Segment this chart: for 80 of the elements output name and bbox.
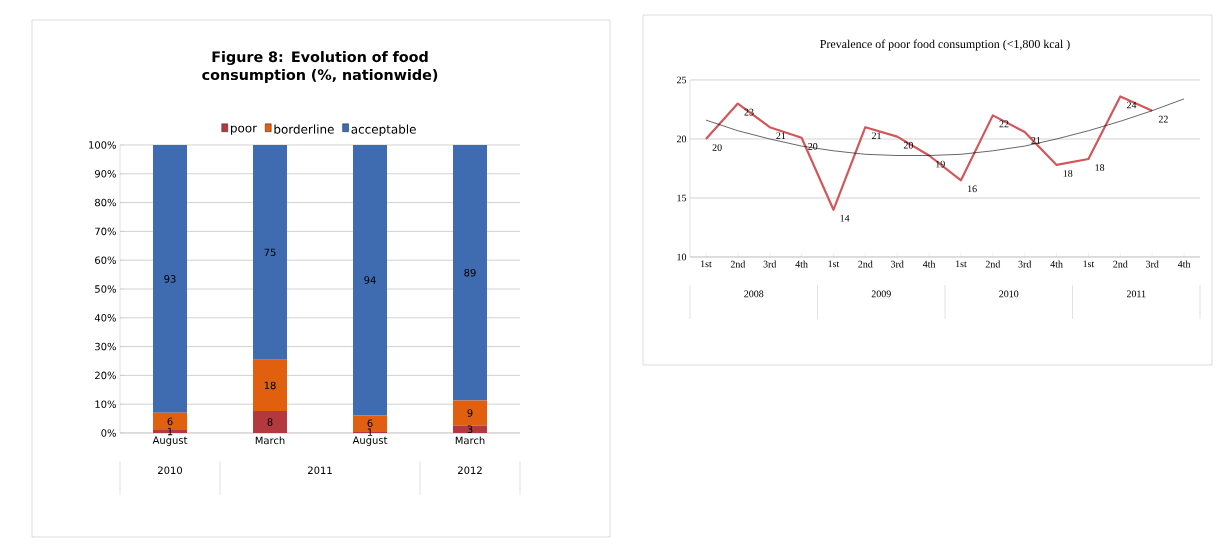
x-tick-label: 2nd (730, 260, 746, 268)
data-label: 1 (367, 428, 373, 436)
y-tick-label: 80% (95, 198, 116, 207)
y-tick-label: 90% (94, 170, 116, 178)
bar (253, 411, 288, 433)
x-tick-label: 4th (1177, 260, 1191, 268)
x-tick-label: 4th (1050, 260, 1063, 268)
data-label: 18 (1095, 164, 1105, 171)
y-tick-label: 15 (677, 194, 687, 202)
y-tick-label: 20% (95, 371, 116, 380)
bar (453, 144, 488, 401)
bar (153, 144, 188, 413)
data-label: 21 (776, 132, 786, 139)
data-label: 21 (871, 132, 881, 139)
x-tick-label: 1st (828, 260, 840, 268)
x-tick-label: March (255, 436, 285, 445)
x-tick-label: March (455, 436, 485, 445)
y-tick-label: 0% (101, 429, 116, 437)
x-tick-label: 1st (1083, 260, 1095, 268)
data-label: 94 (364, 276, 376, 284)
data-label: 22 (999, 120, 1009, 128)
data-label: 9 (467, 409, 473, 417)
text: 2011 (1126, 290, 1146, 298)
data-label: 24 (1126, 101, 1137, 109)
y-tick-label: 40% (94, 314, 116, 322)
data-label: 6 (367, 419, 373, 427)
y-tick-label: 70% (95, 227, 116, 236)
x-tick-label: August (152, 436, 188, 446)
y-tick-label: 100% (89, 141, 116, 149)
data-label: 14 (840, 214, 850, 222)
y-tick-label: 60% (95, 256, 116, 264)
x-tick-label: 4th (922, 260, 936, 268)
x-tick-label: 2nd (858, 260, 873, 268)
x-tick-label: August (352, 436, 388, 446)
x-tick-label: 3rd (891, 260, 904, 268)
text: 2010 (999, 290, 1019, 298)
y-tick-label: 30% (95, 342, 116, 351)
data-label: 16 (968, 185, 977, 193)
text: 2009 (871, 290, 891, 298)
data-label: 1 (167, 427, 173, 436)
data-label: 75 (264, 248, 276, 257)
bar (453, 425, 488, 433)
data-label: 20 (808, 143, 818, 150)
y-tick-label: 25 (676, 76, 687, 84)
legend-label: poor (231, 125, 258, 135)
x-tick-label: 3rd (1146, 260, 1159, 268)
chart-title: Prevalence of poor food consumption (<1,800 kcal ) (820, 39, 1070, 51)
data-label: 93 (164, 275, 176, 283)
data-label: 3 (467, 425, 473, 434)
data-label: 18 (1063, 170, 1073, 177)
x-tick-label: 2nd (985, 260, 1001, 268)
x-tick-label: 1st (701, 260, 712, 268)
data-label: 8 (267, 418, 273, 426)
x-tick-label: 3rd (1018, 260, 1032, 268)
bar (253, 144, 288, 360)
data-label: 89 (464, 268, 476, 277)
bar (453, 400, 488, 426)
text: 2011 (308, 466, 332, 475)
text: 2008 (744, 290, 764, 298)
y-tick-label: 50% (95, 285, 116, 293)
y-tick-label: 10 (677, 253, 687, 261)
line-series (704, 95, 1154, 211)
legend-label: borderline (274, 124, 334, 134)
x-tick-label: 1st (956, 260, 967, 268)
data-label: 22 (1158, 115, 1168, 123)
y-tick-label: 20 (676, 135, 687, 143)
text: 2012 (458, 466, 482, 475)
x-tick-label: 2nd (1113, 260, 1128, 268)
bar (353, 144, 388, 416)
y-tick-label: 10% (95, 400, 116, 408)
bar (253, 359, 288, 412)
line-series (705, 98, 1185, 156)
data-label: 20 (712, 144, 722, 151)
x-tick-label: 4th (795, 260, 808, 268)
data-label: 6 (167, 417, 173, 426)
x-tick-label: 3rd (763, 260, 777, 268)
legend-label: acceptable (351, 124, 416, 137)
text: 2010 (158, 466, 183, 475)
data-label: 18 (264, 381, 276, 390)
chart-title: Figure 8: Evolution of food consumption (%, nationwide) (202, 51, 438, 83)
